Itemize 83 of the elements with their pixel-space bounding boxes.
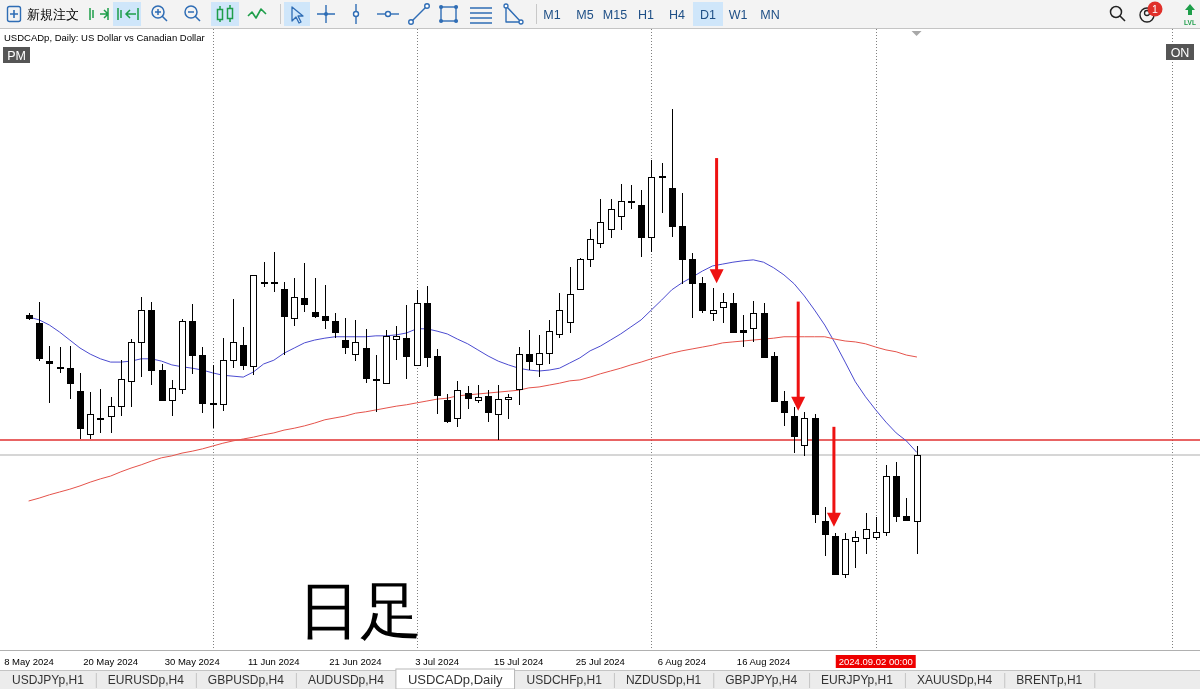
candlestick xyxy=(587,228,594,268)
candlestick xyxy=(261,261,268,288)
candlestick xyxy=(475,384,482,404)
x-tick-label: 8 May 2024 xyxy=(4,656,54,667)
x-tick-label: 25 Jul 2024 xyxy=(575,656,625,667)
candlestick xyxy=(87,391,94,440)
candlestick xyxy=(169,379,176,417)
text: H4 xyxy=(669,8,686,22)
candlestick xyxy=(46,345,53,404)
text: AUDUSDp,H4 xyxy=(307,673,385,687)
candlestick xyxy=(312,277,319,319)
candlestick xyxy=(628,184,635,210)
text: USDCADp,Daily xyxy=(407,672,504,687)
candlestick xyxy=(240,326,247,371)
text: W1 xyxy=(728,8,748,22)
text: BRENTp,H1 xyxy=(1016,673,1083,687)
candlestick xyxy=(852,530,859,569)
candlestick xyxy=(710,287,717,322)
candlestick xyxy=(526,329,533,371)
candlestick xyxy=(403,304,410,380)
candlestick xyxy=(822,506,829,557)
candlestick xyxy=(536,334,543,378)
candlestick xyxy=(597,198,604,249)
annotation: 日足 xyxy=(298,576,422,645)
candlestick xyxy=(271,251,278,293)
candlestick xyxy=(495,384,502,441)
candlestick xyxy=(393,325,400,361)
candlestick xyxy=(322,284,329,330)
candlestick xyxy=(903,497,910,522)
text: EURUSDp,H4 xyxy=(107,673,185,687)
x-tick-label: 21 Jun 2024 xyxy=(329,656,382,667)
candlestick xyxy=(485,389,492,423)
candlestick xyxy=(291,277,298,327)
text: USDJPYp,H1 xyxy=(12,673,85,687)
candlestick xyxy=(863,512,870,555)
candlestick xyxy=(740,314,747,348)
x-tick-label: 6 Aug 2024 xyxy=(657,656,706,667)
text: M5 xyxy=(576,8,594,22)
x-tick-label: 16 Aug 2024 xyxy=(736,656,791,667)
x-tick-label: 11 Jun 2024 xyxy=(248,656,300,667)
candlestick xyxy=(230,298,237,369)
candlestick xyxy=(505,393,512,420)
text: EURJPYp,H1 xyxy=(821,673,894,687)
candlestick xyxy=(618,183,625,231)
text: ON xyxy=(1170,45,1190,60)
text: NZDUSDp,H1 xyxy=(625,673,702,687)
candlestick xyxy=(465,385,472,410)
text: 新規注文 xyxy=(27,7,79,22)
candlestick xyxy=(352,319,359,362)
text: MN xyxy=(760,8,780,22)
candlestick xyxy=(301,262,308,313)
candlestick xyxy=(332,312,339,339)
candlestick xyxy=(444,393,451,424)
x-tick-label: 3 Jul 2024 xyxy=(415,656,459,667)
text: M1 xyxy=(543,8,561,22)
chart-title: USDCADp, Daily: US Dollar vs Canadian Dollar xyxy=(4,32,205,43)
candlestick xyxy=(97,388,104,434)
text: H1 xyxy=(638,8,655,22)
text: XAUUSDp,H4 xyxy=(916,673,993,687)
candlestick xyxy=(608,198,615,239)
candlestick xyxy=(750,300,757,343)
text: GBPJPYp,H4 xyxy=(725,673,798,687)
candlestick xyxy=(791,406,798,454)
x-tick-label: 2024.09.02 00:00 xyxy=(838,656,913,667)
candlestick xyxy=(873,516,880,541)
text: PM xyxy=(7,48,26,63)
text: D1 xyxy=(700,8,717,22)
candlestick xyxy=(373,354,380,413)
text: USDCHFp,H1 xyxy=(526,673,603,687)
text: GBPUSDp,H4 xyxy=(207,673,285,687)
text: 1 xyxy=(1152,3,1159,15)
candlestick xyxy=(108,396,115,434)
candlestick xyxy=(720,292,727,324)
candlestick xyxy=(67,345,74,400)
text: M15 xyxy=(602,8,628,22)
candlestick xyxy=(689,252,696,319)
candlestick xyxy=(342,317,349,355)
candlestick xyxy=(57,346,64,374)
x-tick-label: 15 Jul 2024 xyxy=(494,656,544,667)
x-tick-label: 30 May 2024 xyxy=(164,656,220,667)
candlestick xyxy=(546,319,553,365)
x-tick-label: 20 May 2024 xyxy=(83,656,139,667)
candlestick xyxy=(781,390,788,427)
